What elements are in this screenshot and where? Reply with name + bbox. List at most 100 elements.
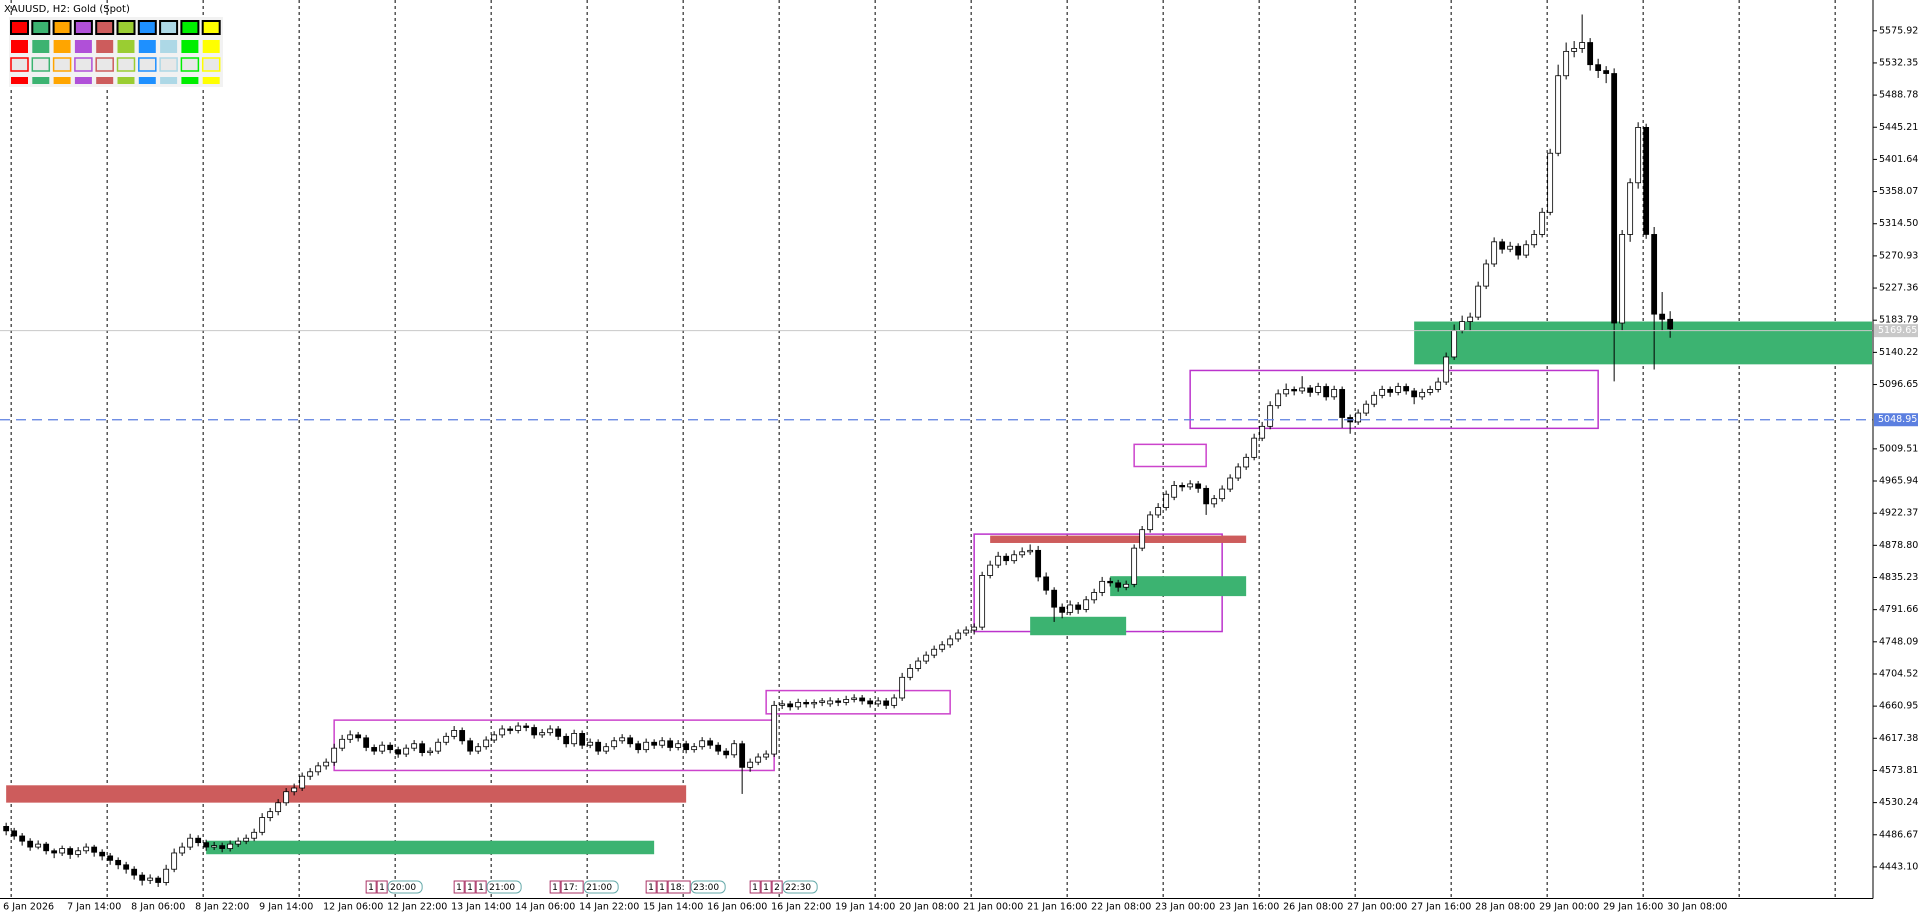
palette-button[interactable] (160, 40, 178, 53)
candle-body (1299, 387, 1306, 392)
palette-button[interactable] (10, 57, 29, 72)
candle-body (155, 877, 162, 883)
palette-button[interactable] (138, 40, 156, 53)
time-marker-box (749, 880, 761, 894)
time-marker-box (760, 880, 772, 894)
candle-body (1539, 211, 1546, 235)
palette-button[interactable] (32, 40, 50, 53)
palette-button[interactable] (11, 77, 28, 84)
palette-button[interactable] (117, 77, 135, 84)
time-marker-box (365, 880, 377, 894)
candle-body (11, 830, 18, 837)
palette-button[interactable] (31, 20, 51, 35)
candle-body (651, 741, 658, 746)
candle-body (563, 735, 570, 745)
candle-body (811, 702, 818, 705)
candle-body (1467, 316, 1474, 322)
palette-button[interactable] (116, 20, 136, 35)
palette-button[interactable] (181, 40, 199, 53)
candle-body (899, 676, 906, 699)
candle-body (531, 727, 538, 736)
palette-button[interactable] (73, 20, 93, 35)
x-tick-label: 12 Jan 06:00 (323, 902, 383, 913)
candle-body (1043, 576, 1050, 591)
candle-body (1315, 386, 1322, 393)
y-tick-label: 5270.93 (1879, 250, 1918, 261)
palette-button[interactable] (159, 20, 179, 35)
candle-body (1195, 483, 1202, 489)
palette-button[interactable] (95, 20, 115, 35)
palette-button[interactable] (52, 57, 72, 72)
palette-button[interactable] (138, 57, 157, 72)
palette-button[interactable] (180, 20, 200, 35)
candle-body (1395, 386, 1402, 393)
candle-body (347, 734, 354, 740)
time-marker-label: 23:00 (693, 883, 719, 893)
x-tick-label: 14 Jan 22:00 (579, 902, 639, 913)
palette-button[interactable] (74, 77, 92, 84)
palette-button[interactable] (117, 40, 135, 53)
palette-button[interactable] (201, 57, 221, 72)
palette-button[interactable] (159, 57, 178, 72)
palette-button[interactable] (160, 77, 178, 84)
time-marker-box (376, 880, 388, 894)
x-tick-label: 19 Jan 14:00 (835, 902, 895, 913)
candle-body (147, 877, 154, 881)
time-marker-group: 1 1 20:00 (365, 880, 423, 894)
palette-button[interactable] (138, 77, 156, 84)
candle-body (587, 741, 594, 746)
palette-button[interactable] (53, 40, 71, 53)
palette-button[interactable] (52, 20, 72, 35)
candle-body (1563, 50, 1570, 77)
zone (990, 535, 1247, 543)
palette-button[interactable] (53, 77, 71, 84)
candle-body (331, 747, 338, 763)
candle-body (1251, 437, 1258, 458)
time-marker-label: 21:00 (586, 883, 612, 893)
candle-body (1203, 487, 1210, 505)
x-tick-label: 8 Jan 06:00 (131, 902, 185, 913)
y-tick-label: 4835.23 (1879, 572, 1918, 583)
candle-body (1587, 42, 1594, 66)
palette-button[interactable] (201, 20, 221, 35)
palette-button[interactable] (32, 77, 50, 84)
candle-body (35, 843, 42, 848)
palette-button[interactable] (11, 40, 28, 53)
time-marker-group: 1 1 18: 23:00 (645, 880, 726, 894)
candle-body (187, 837, 194, 848)
candle-body (171, 852, 178, 870)
palette-button[interactable] (10, 20, 29, 35)
candle-body (283, 791, 290, 804)
x-tick-label: 23 Jan 16:00 (1219, 902, 1279, 913)
palette-button[interactable] (116, 57, 136, 72)
palette-button[interactable] (31, 57, 51, 72)
candle-body (1427, 389, 1434, 393)
candle-body (1419, 391, 1426, 398)
palette-button[interactable] (181, 77, 199, 84)
candle-body (523, 725, 530, 728)
palette-button[interactable] (96, 40, 114, 53)
palette-button[interactable] (96, 77, 114, 84)
candle-body (1211, 498, 1218, 505)
zone-outline (1133, 443, 1207, 468)
palette-button[interactable] (137, 20, 157, 35)
candle-body (603, 746, 610, 752)
candle-body (1451, 329, 1458, 358)
zone-outline (765, 689, 951, 715)
palette-button[interactable] (202, 77, 220, 84)
candle-body (419, 743, 426, 753)
palette-button[interactable] (202, 40, 220, 53)
palette-button[interactable] (180, 57, 200, 72)
x-tick-label: 21 Jan 00:00 (963, 902, 1023, 913)
palette-button[interactable] (74, 40, 92, 53)
candle-body (1059, 606, 1066, 613)
palette-button[interactable] (74, 57, 93, 72)
candle-body (123, 864, 130, 870)
candle-body (675, 743, 682, 748)
candle-body (619, 737, 626, 742)
palette-button[interactable] (95, 57, 114, 72)
candle-body (1267, 405, 1274, 427)
candle-body (667, 740, 674, 748)
